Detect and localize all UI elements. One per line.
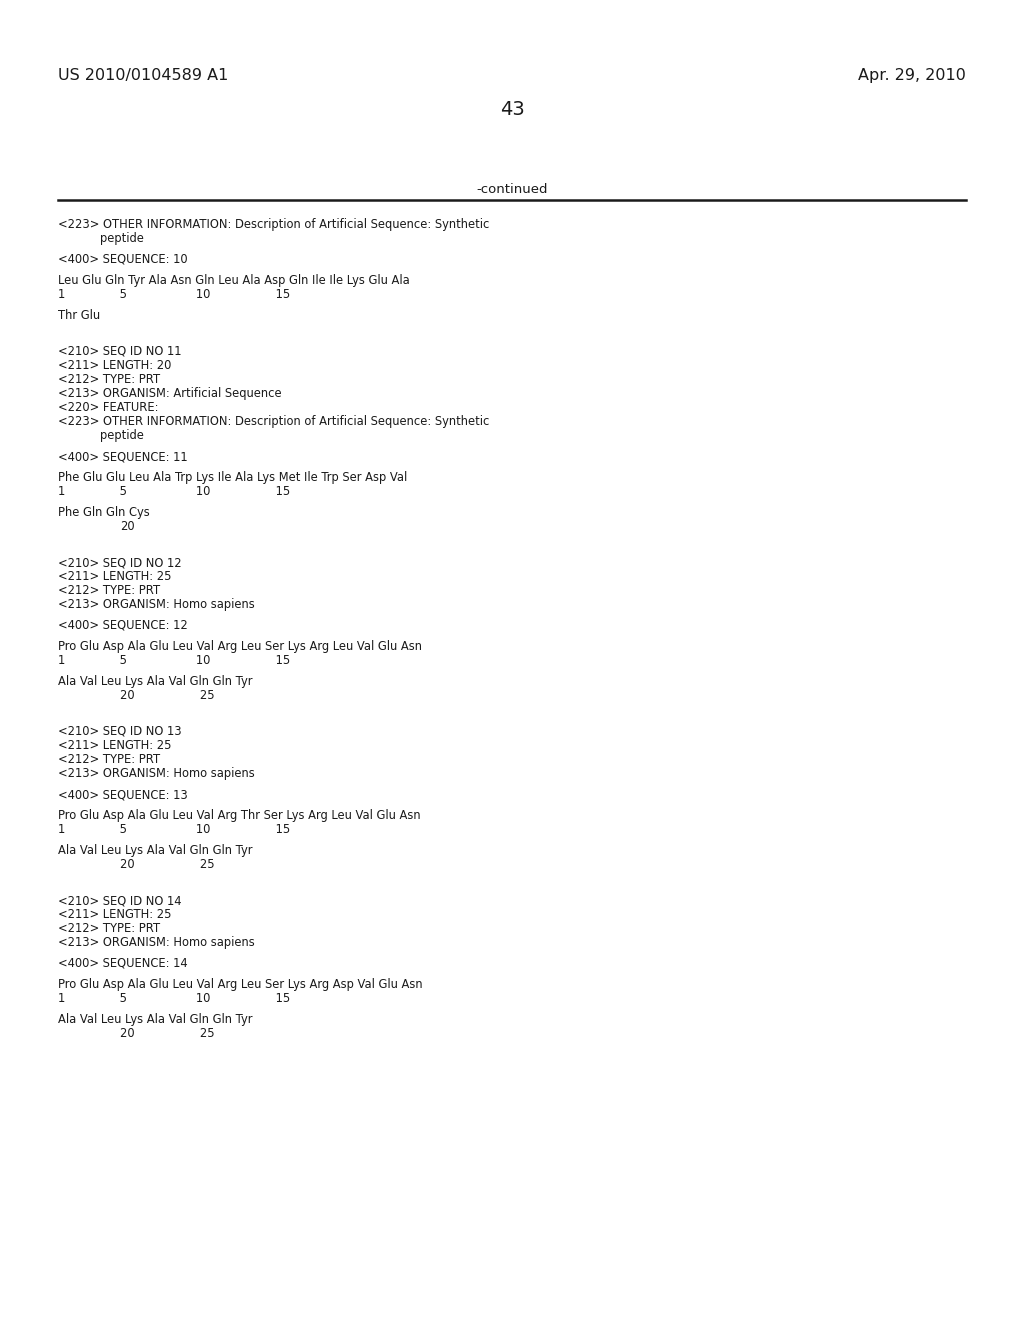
Text: <213> ORGANISM: Artificial Sequence: <213> ORGANISM: Artificial Sequence [58, 387, 282, 400]
Text: <400> SEQUENCE: 14: <400> SEQUENCE: 14 [58, 957, 187, 970]
Text: <213> ORGANISM: Homo sapiens: <213> ORGANISM: Homo sapiens [58, 936, 255, 949]
Text: Pro Glu Asp Ala Glu Leu Val Arg Leu Ser Lys Arg Leu Val Glu Asn: Pro Glu Asp Ala Glu Leu Val Arg Leu Ser … [58, 640, 422, 653]
Text: Apr. 29, 2010: Apr. 29, 2010 [858, 69, 966, 83]
Text: Phe Gln Gln Cys: Phe Gln Gln Cys [58, 506, 150, 519]
Text: Ala Val Leu Lys Ala Val Gln Gln Tyr: Ala Val Leu Lys Ala Val Gln Gln Tyr [58, 843, 253, 857]
Text: <400> SEQUENCE: 13: <400> SEQUENCE: 13 [58, 788, 187, 801]
Text: <212> TYPE: PRT: <212> TYPE: PRT [58, 921, 160, 935]
Text: Ala Val Leu Lys Ala Val Gln Gln Tyr: Ala Val Leu Lys Ala Val Gln Gln Tyr [58, 1012, 253, 1026]
Text: 20: 20 [120, 520, 134, 533]
Text: US 2010/0104589 A1: US 2010/0104589 A1 [58, 69, 228, 83]
Text: <212> TYPE: PRT: <212> TYPE: PRT [58, 583, 160, 597]
Text: 20                  25: 20 25 [120, 689, 215, 702]
Text: peptide: peptide [100, 232, 144, 246]
Text: -continued: -continued [476, 183, 548, 195]
Text: <210> SEQ ID NO 11: <210> SEQ ID NO 11 [58, 345, 181, 358]
Text: <220> FEATURE:: <220> FEATURE: [58, 401, 159, 414]
Text: Pro Glu Asp Ala Glu Leu Val Arg Thr Ser Lys Arg Leu Val Glu Asn: Pro Glu Asp Ala Glu Leu Val Arg Thr Ser … [58, 809, 421, 822]
Text: Thr Glu: Thr Glu [58, 309, 100, 322]
Text: <400> SEQUENCE: 11: <400> SEQUENCE: 11 [58, 450, 187, 463]
Text: <212> TYPE: PRT: <212> TYPE: PRT [58, 374, 160, 385]
Text: 1               5                   10                  15: 1 5 10 15 [58, 822, 290, 836]
Text: Pro Glu Asp Ala Glu Leu Val Arg Leu Ser Lys Arg Asp Val Glu Asn: Pro Glu Asp Ala Glu Leu Val Arg Leu Ser … [58, 978, 423, 991]
Text: <212> TYPE: PRT: <212> TYPE: PRT [58, 752, 160, 766]
Text: <211> LENGTH: 20: <211> LENGTH: 20 [58, 359, 171, 372]
Text: 43: 43 [500, 100, 524, 119]
Text: <213> ORGANISM: Homo sapiens: <213> ORGANISM: Homo sapiens [58, 767, 255, 780]
Text: <210> SEQ ID NO 13: <210> SEQ ID NO 13 [58, 725, 181, 738]
Text: <211> LENGTH: 25: <211> LENGTH: 25 [58, 739, 171, 752]
Text: peptide: peptide [100, 429, 144, 442]
Text: Leu Glu Gln Tyr Ala Asn Gln Leu Ala Asp Gln Ile Ile Lys Glu Ala: Leu Glu Gln Tyr Ala Asn Gln Leu Ala Asp … [58, 275, 410, 286]
Text: 1               5                   10                  15: 1 5 10 15 [58, 993, 290, 1005]
Text: <213> ORGANISM: Homo sapiens: <213> ORGANISM: Homo sapiens [58, 598, 255, 611]
Text: <210> SEQ ID NO 14: <210> SEQ ID NO 14 [58, 894, 181, 907]
Text: Phe Glu Glu Leu Ala Trp Lys Ile Ala Lys Met Ile Trp Ser Asp Val: Phe Glu Glu Leu Ala Trp Lys Ile Ala Lys … [58, 471, 408, 484]
Text: 20                  25: 20 25 [120, 1027, 215, 1040]
Text: <400> SEQUENCE: 12: <400> SEQUENCE: 12 [58, 619, 187, 632]
Text: 1               5                   10                  15: 1 5 10 15 [58, 653, 290, 667]
Text: <400> SEQUENCE: 10: <400> SEQUENCE: 10 [58, 253, 187, 267]
Text: Ala Val Leu Lys Ala Val Gln Gln Tyr: Ala Val Leu Lys Ala Val Gln Gln Tyr [58, 675, 253, 688]
Text: 1               5                   10                  15: 1 5 10 15 [58, 288, 290, 301]
Text: 1               5                   10                  15: 1 5 10 15 [58, 484, 290, 498]
Text: <210> SEQ ID NO 12: <210> SEQ ID NO 12 [58, 556, 181, 569]
Text: <211> LENGTH: 25: <211> LENGTH: 25 [58, 908, 171, 921]
Text: 20                  25: 20 25 [120, 858, 215, 871]
Text: <223> OTHER INFORMATION: Description of Artificial Sequence: Synthetic: <223> OTHER INFORMATION: Description of … [58, 218, 489, 231]
Text: <211> LENGTH: 25: <211> LENGTH: 25 [58, 570, 171, 583]
Text: <223> OTHER INFORMATION: Description of Artificial Sequence: Synthetic: <223> OTHER INFORMATION: Description of … [58, 414, 489, 428]
